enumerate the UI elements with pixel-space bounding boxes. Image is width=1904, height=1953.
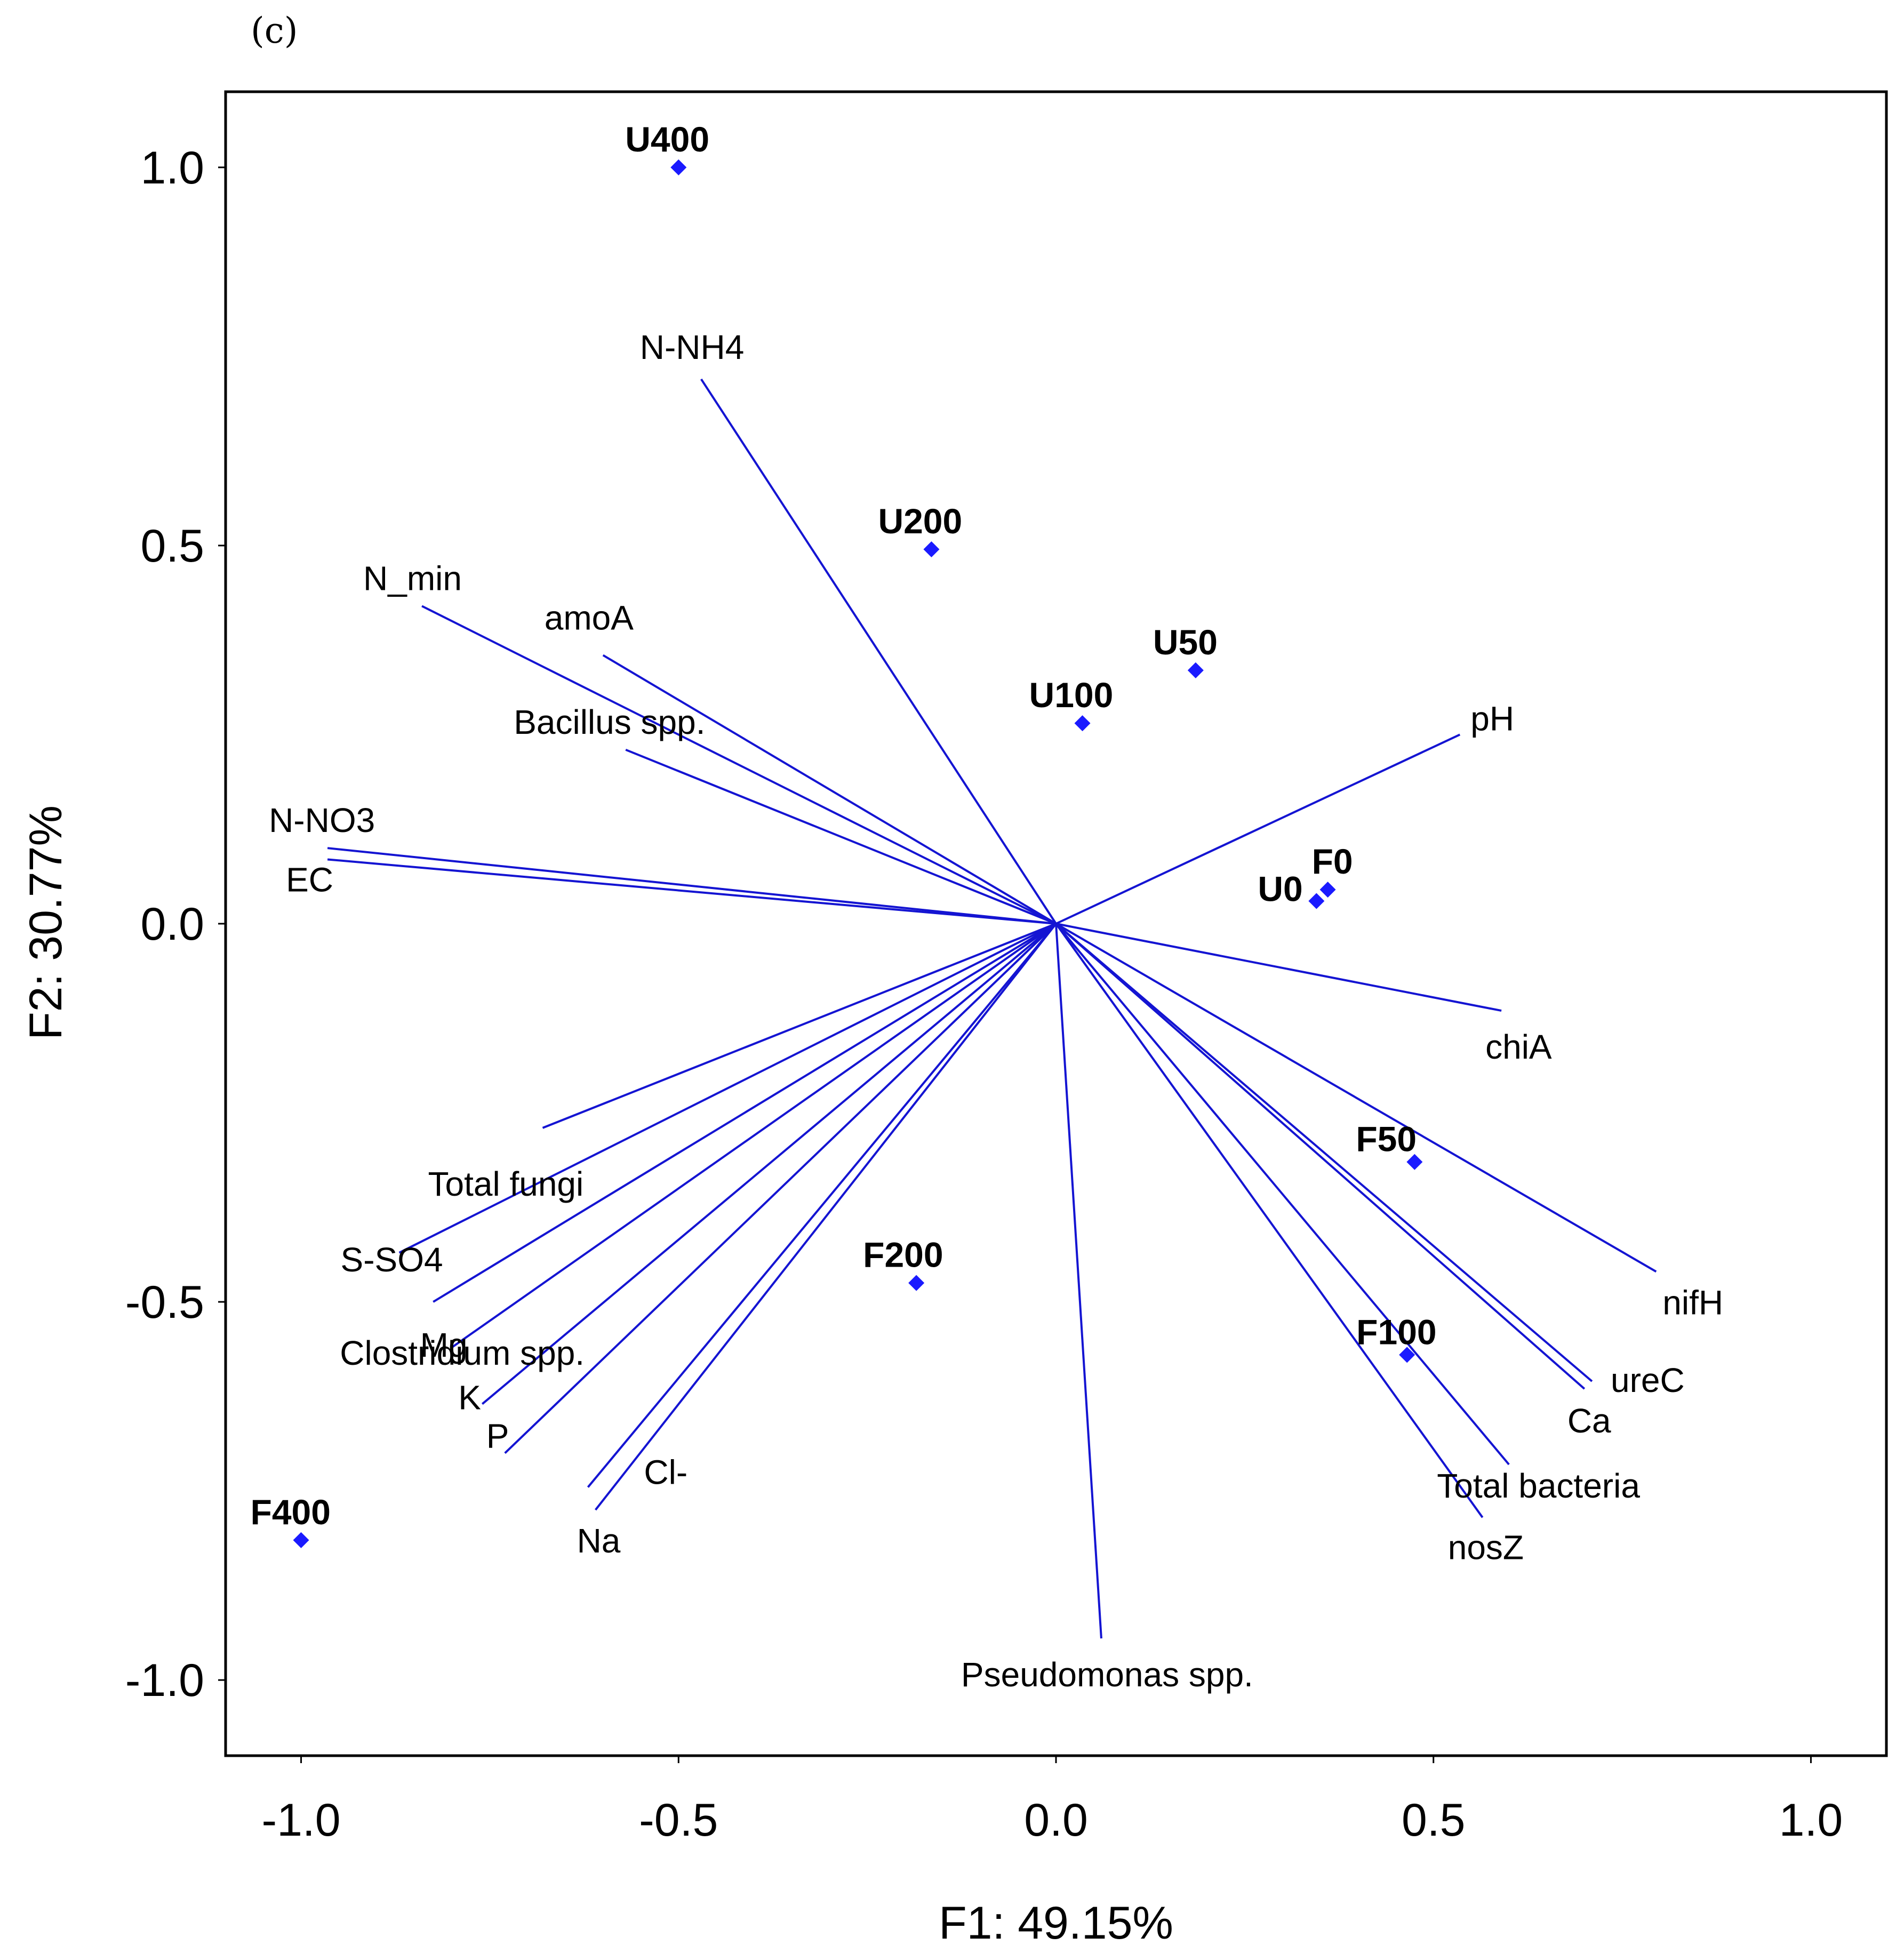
vector-bacillus-spp [625, 748, 1057, 925]
vector-nosz [1055, 923, 1484, 1518]
variable-label-total-fungi: Total fungi [428, 1165, 583, 1203]
y-tick-label: 1.0 [140, 142, 204, 194]
vector-amoa [602, 654, 1057, 925]
y-tick-label: 0.0 [140, 899, 204, 950]
observation-label-u200: U200 [878, 501, 962, 541]
vector-chia [1055, 923, 1502, 1012]
vector-na [595, 923, 1057, 1511]
panel-label: (c) [251, 10, 298, 51]
vector-ph [1055, 733, 1461, 925]
vector-pseudomonas-spp [1055, 923, 1102, 1639]
vector-k [481, 923, 1057, 1405]
variable-label-na: Na [577, 1522, 621, 1560]
variable-label-n-nh4: N-NH4 [640, 328, 745, 366]
point-f50 [1406, 1154, 1423, 1170]
vector-p [504, 923, 1057, 1454]
variable-label-urec: ureC [1611, 1361, 1685, 1399]
x-tick-label: 0.5 [1402, 1795, 1466, 1846]
vector-ec [327, 858, 1057, 925]
variable-label-amoa: amoA [545, 599, 634, 637]
variable-vectors [327, 378, 1657, 1639]
point-u100 [1074, 715, 1091, 732]
vector-mg [451, 923, 1057, 1348]
variable-label-ph: pH [1470, 699, 1514, 738]
vector-nifh [1055, 923, 1657, 1273]
variable-label-k: K [458, 1379, 481, 1417]
variable-label-nifh: nifH [1662, 1283, 1723, 1322]
variable-label-s-so4: S-SO4 [341, 1240, 443, 1279]
x-tick-label: -0.5 [639, 1795, 718, 1846]
y-tick-label: -0.5 [125, 1277, 204, 1328]
variable-labels: N-NH4 N_min amoA Bacillus spp. N-NO3 EC pH chiA… [269, 328, 1723, 1694]
variable-label-clostridium-spp: Clostridium spp. [340, 1334, 585, 1372]
observation-label-f200: F200 [863, 1235, 943, 1275]
vector-s-so4 [398, 923, 1057, 1254]
observation-label-f0: F0 [1312, 842, 1353, 881]
variable-label-nosz: nosZ [1448, 1528, 1524, 1566]
variable-label-n-no3: N-NO3 [269, 801, 375, 839]
y-tick-label: 0.5 [140, 521, 204, 572]
vector-total-bacteria [1055, 923, 1510, 1466]
observation-label-u100: U100 [1029, 675, 1114, 715]
point-u200 [923, 541, 940, 557]
vector-clostridium-spp [433, 923, 1057, 1303]
variable-label-mg: Mg [420, 1326, 468, 1364]
x-tick-label: 0.0 [1024, 1795, 1088, 1846]
observation-label-f50: F50 [1356, 1119, 1417, 1159]
point-f400 [293, 1532, 309, 1548]
y-axis-ticks: 1.0 0.5 0.0 -0.5 -1.0 [125, 142, 226, 1706]
x-tick-label: 1.0 [1779, 1795, 1843, 1846]
variable-label-bacillus-spp: Bacillus spp. [514, 703, 705, 741]
vector-n-nh4 [700, 378, 1057, 925]
variable-label-ca: Ca [1567, 1402, 1611, 1440]
y-axis-title: F2: 30.77% [20, 805, 71, 1040]
point-u0 [1308, 893, 1325, 909]
point-u400 [670, 159, 687, 175]
variable-label-p: P [486, 1417, 509, 1455]
observation-label-u0: U0 [1258, 869, 1302, 908]
observation-label-u400: U400 [625, 119, 709, 159]
point-f100 [1399, 1347, 1415, 1363]
variable-label-total-bacteria: Total bacteria [1437, 1467, 1640, 1505]
vector-n-no3 [327, 847, 1057, 925]
variable-label-pseudomonas-spp: Pseudomonas spp. [961, 1655, 1253, 1694]
x-axis-ticks: -1.0 -0.5 0.0 0.5 1.0 [261, 1756, 1843, 1846]
observation-label-f400: F400 [251, 1492, 331, 1532]
point-f0 [1319, 882, 1336, 898]
observation-label-f100: F100 [1356, 1312, 1436, 1351]
observation-labels: U400 U200 U50 U100 F0 U0 F50 F200 F100 F400 [251, 119, 1437, 1532]
point-f200 [908, 1275, 925, 1291]
x-axis-title: F1: 49.15% [939, 1898, 1173, 1949]
vector-n-min [421, 605, 1057, 925]
variable-label-n-min: N_min [363, 559, 462, 597]
variable-label-cl: Cl- [644, 1453, 687, 1492]
y-tick-label: -1.0 [125, 1655, 204, 1706]
vector-ca [1055, 923, 1586, 1390]
vector-total-fungi [542, 923, 1057, 1129]
point-u50 [1187, 662, 1204, 678]
variable-label-ec: EC [286, 860, 333, 899]
variable-label-chia: chiA [1485, 1028, 1552, 1066]
observation-points [293, 159, 1423, 1548]
observation-label-u50: U50 [1153, 622, 1218, 662]
vector-urec [1055, 923, 1593, 1382]
vector-cl [587, 923, 1057, 1488]
x-tick-label: -1.0 [261, 1795, 340, 1846]
